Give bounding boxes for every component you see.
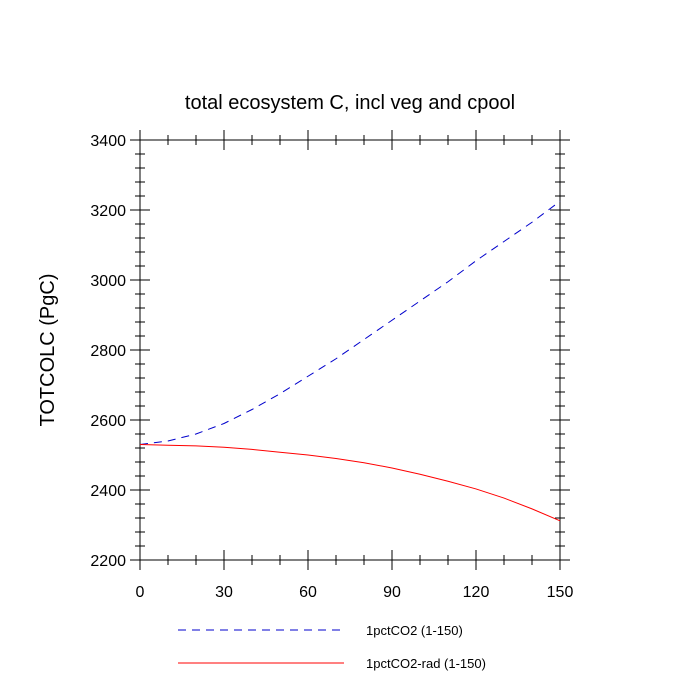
x-tick-label: 90 [383,584,401,601]
axis-ticks [130,130,570,570]
y-tick-label: 3200 [90,203,126,220]
x-tick-label: 150 [547,584,574,601]
y-tick-label: 2400 [90,483,126,500]
x-tick-label: 0 [136,584,145,601]
legend-label: 1pctCO2 (1-150) [366,623,463,638]
y-tick-label: 2600 [90,413,126,430]
plot-frame [139,139,561,561]
axis-tick-labels: 2200 2400 2600 2800 3000 3200 3400 0 30 60 90 120 15… [90,133,573,601]
y-tick-label: 2200 [90,553,126,570]
series-lines [139,200,561,522]
series-line-1pctco2 [139,200,561,445]
series-line-1pctco2-rad [139,444,561,522]
x-tick-label: 60 [299,584,317,601]
y-tick-label: 3000 [90,273,126,290]
y-tick-label: 3400 [90,133,126,150]
chart-title: total ecosystem C, incl veg and cpool [185,92,515,114]
y-tick-label: 2800 [90,343,126,360]
legend-label: 1pctCO2-rad (1-150) [366,656,486,671]
x-tick-label: 120 [463,584,490,601]
x-tick-label: 30 [215,584,233,601]
legend: 1pctCO2 (1-150) 1pctCO2-rad (1-150) [178,623,486,671]
y-axis-label: TOTCOLC (PgC) [37,274,59,427]
